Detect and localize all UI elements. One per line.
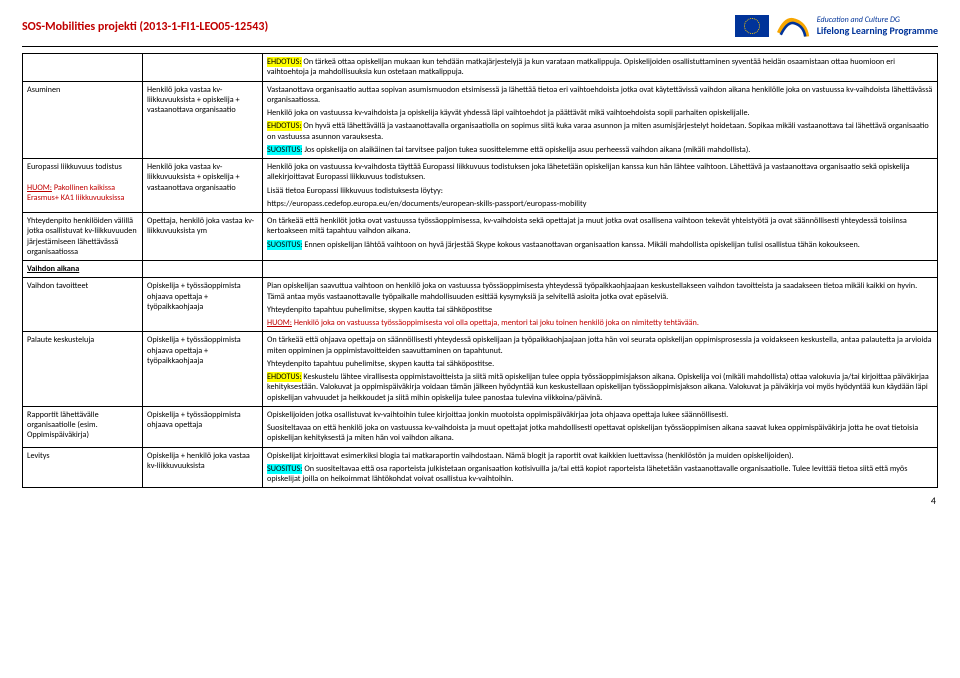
activity-cell: Rapportit lähettävälle organisaatiolle (… [23, 406, 143, 447]
page-header: SOS-Mobilities projekti (2013-1-FI1-LEO0… [22, 12, 938, 47]
activity-cell: Asuminen [23, 81, 143, 159]
content-table: EHDOTUS: On tärkeä ottaa opiskelijan muk… [22, 53, 938, 488]
eu-flag-icon [735, 15, 769, 37]
activity-cell: Yhteydenpito henkilöiden välillä jotka o… [23, 213, 143, 261]
responsible-cell: Opiskelija + työssäoppimista ohjaava ope… [143, 278, 263, 332]
responsible-cell: Opiskelija + työssäoppimista ohjaava ope… [143, 406, 263, 447]
responsible-cell: Opiskelija + henkilö joka vastaa kv-liik… [143, 447, 263, 488]
responsible-cell: Opiskelija + työssäoppimista ohjaava ope… [143, 332, 263, 407]
description-cell: EHDOTUS: On tärkeä ottaa opiskelijan muk… [263, 54, 938, 82]
programme-name: Education and Culture DG Lifelong Learni… [817, 16, 938, 36]
responsible-cell: Opettaja, henkilö joka vastaa kv-liikkuv… [143, 213, 263, 261]
responsible-cell: Henkilö joka vastaa kv-liikkuvuuksista +… [143, 159, 263, 213]
project-title: SOS-Mobilities projekti (2013-1-FI1-LEO0… [22, 12, 268, 34]
activity-cell: Europassi liikkuvuus todistusHUOM: Pakol… [23, 159, 143, 213]
page-number: 4 [22, 494, 938, 507]
activity-cell: Vaihdon tavoitteet [23, 278, 143, 332]
activity-cell [23, 54, 143, 82]
activity-cell: Levitys [23, 447, 143, 488]
activity-cell: Palaute keskusteluja [23, 332, 143, 407]
description-cell: Pian opiskelijan saavuttua vaihtoon on h… [263, 278, 938, 332]
programme-logo-block: Education and Culture DG Lifelong Learni… [735, 12, 938, 40]
description-cell: Opiskelijat kirjoittavat esimerkiksi blo… [263, 447, 938, 488]
responsible-cell: Henkilö joka vastaa kv-liikkuvuuksista +… [143, 81, 263, 159]
llp-logo-icon [775, 12, 811, 40]
section-heading: Vaihdon aikana [23, 261, 143, 278]
description-cell: On tärkeää että ohjaava opettaja on sään… [263, 332, 938, 407]
description-cell: Opiskelijoiden jotka osallistuvat kv-vai… [263, 406, 938, 447]
description-cell: Vastaanottava organisaatio auttaa sopiva… [263, 81, 938, 159]
description-cell: Henkilö joka on vastuussa kv-vaihdosta t… [263, 159, 938, 213]
description-cell: On tärkeää että henkilöt jotka ovat vast… [263, 213, 938, 261]
responsible-cell [143, 54, 263, 82]
